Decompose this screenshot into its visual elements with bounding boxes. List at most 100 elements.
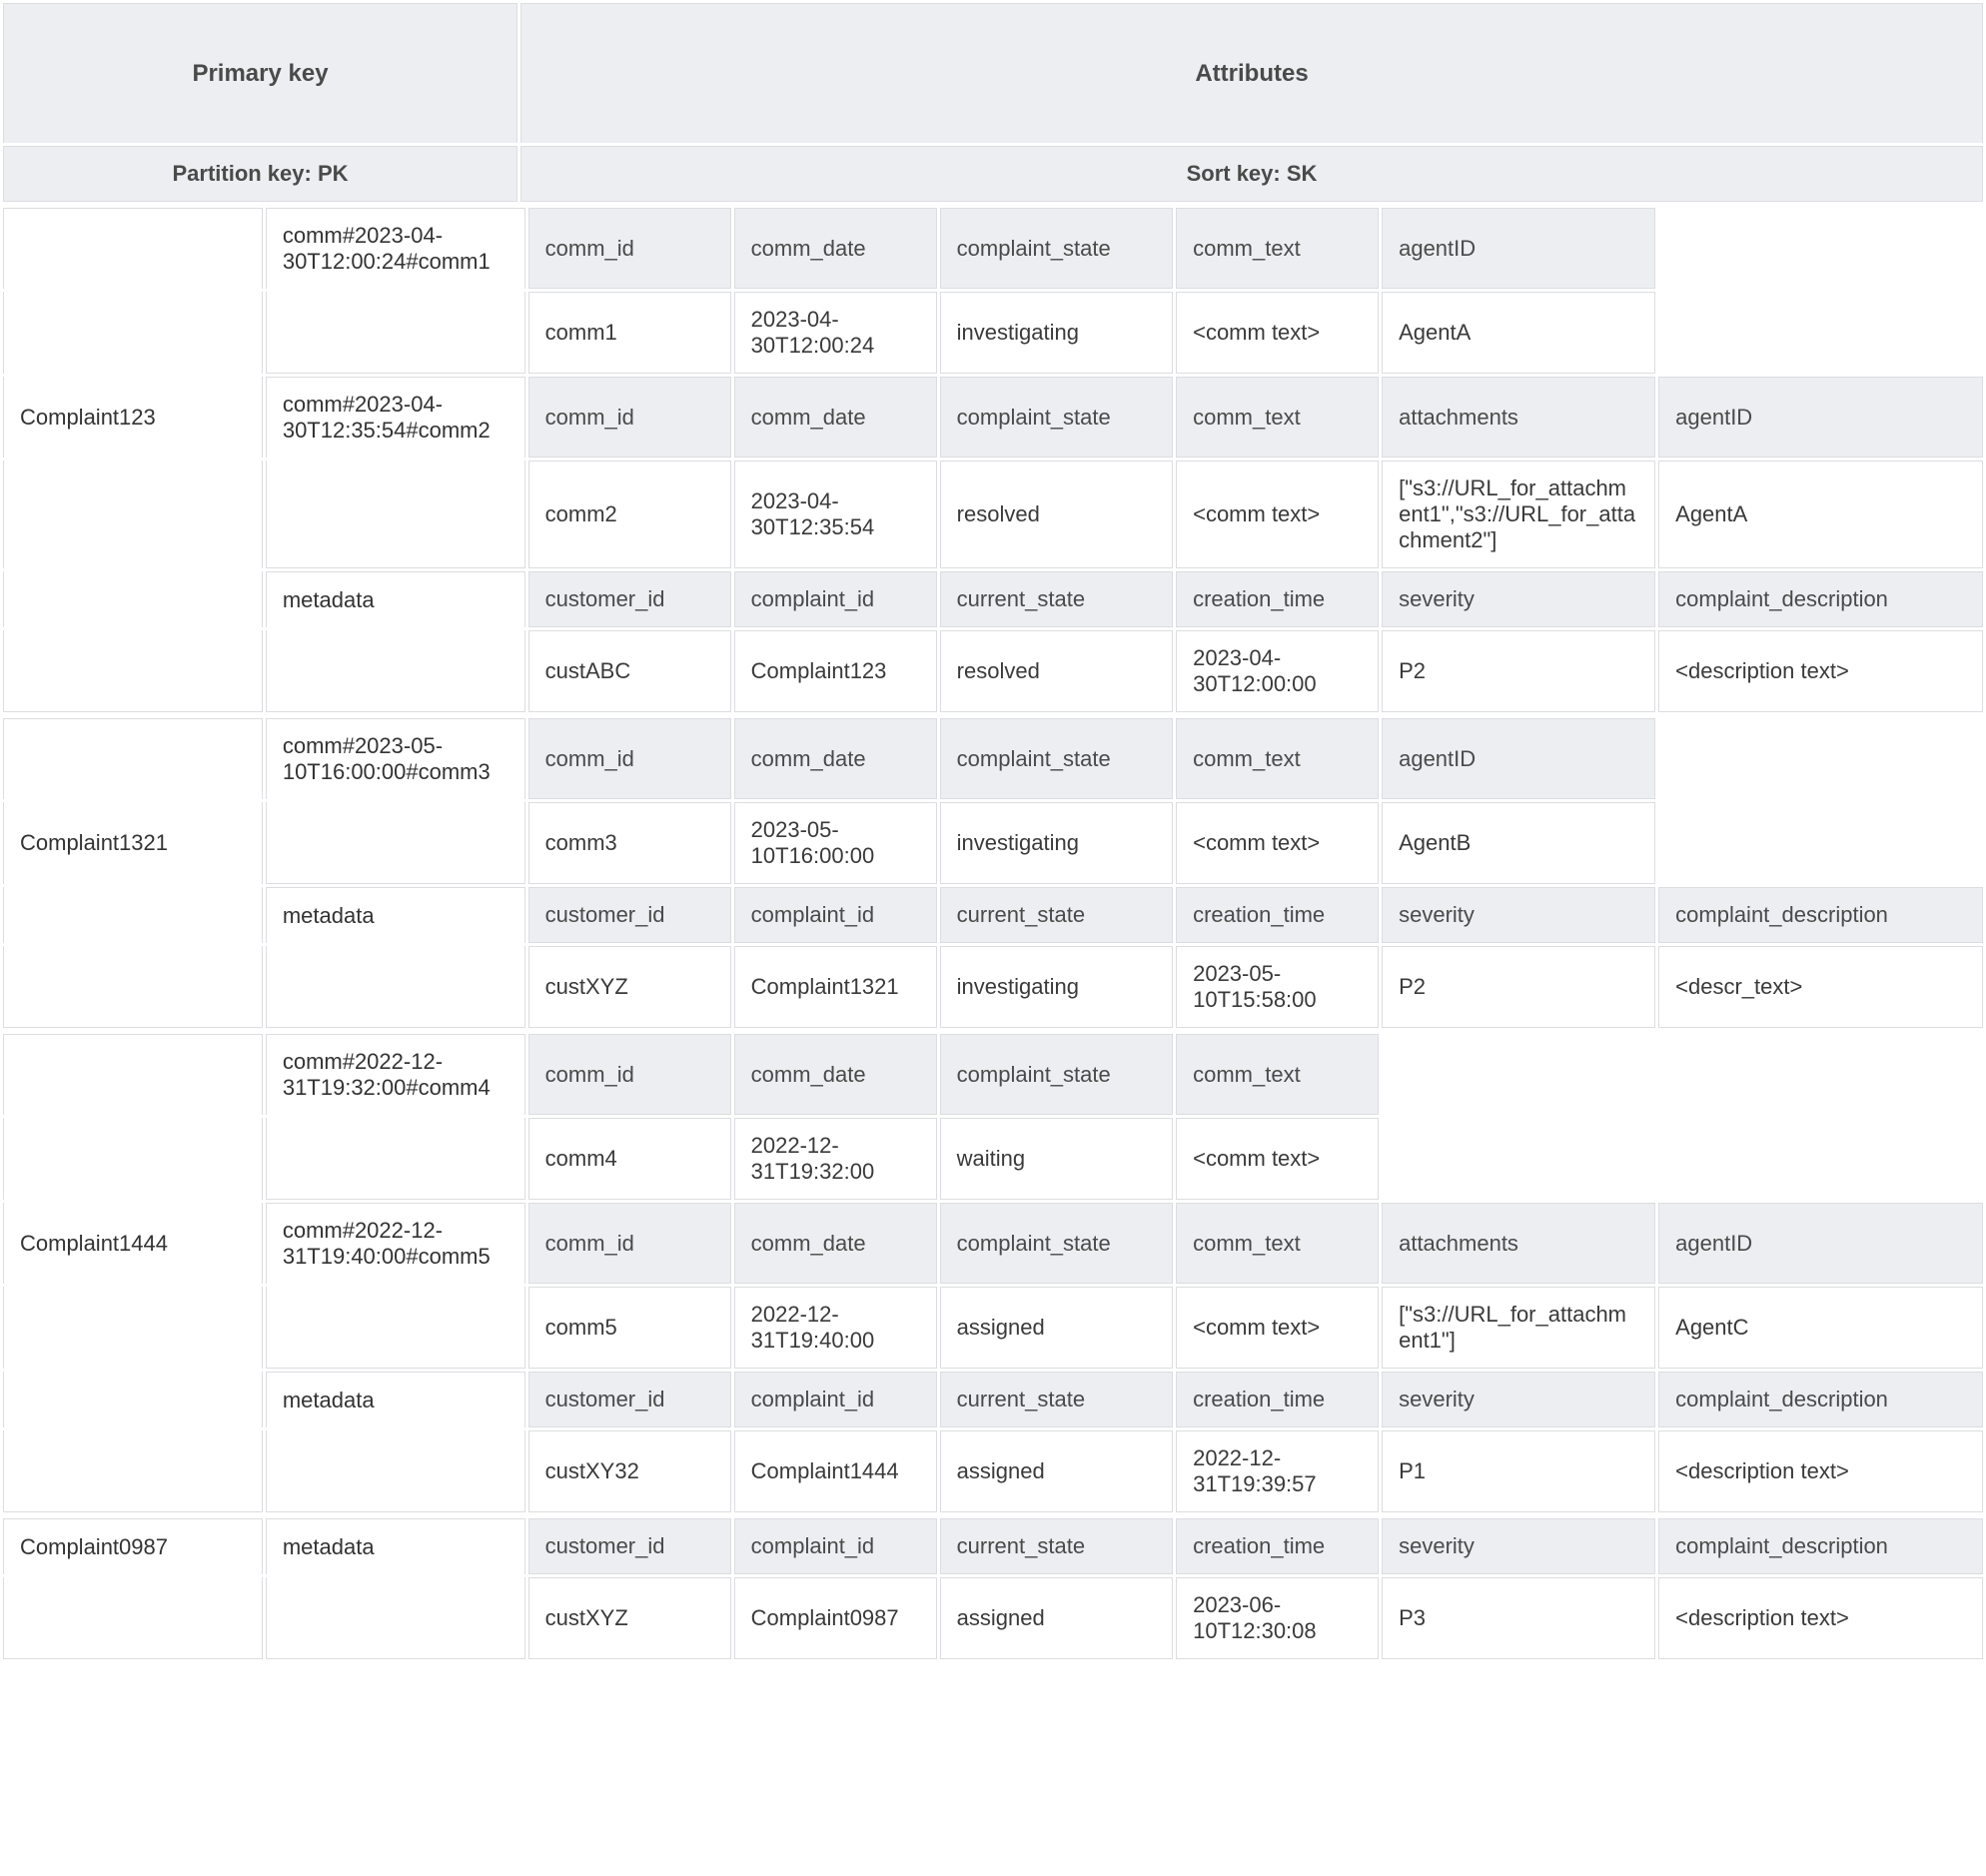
attr-value-comm_date: 2022-12-31T19:40:00: [734, 1287, 937, 1369]
item-header-row: metadatacustomer_idcomplaint_idcurrent_s…: [3, 887, 1983, 943]
attr-value-creation_time: 2023-04-30T12:00:00: [1176, 630, 1379, 712]
attr-header-severity: severity: [1382, 571, 1655, 627]
attr-header-creation_time: creation_time: [1176, 571, 1379, 627]
attr-value-comm_date: 2022-12-31T19:32:00: [734, 1118, 937, 1200]
partition-key-cell: [3, 571, 263, 627]
partition-block: Complaint0987metadatacustomer_idcomplain…: [0, 1515, 1986, 1662]
partition-key-cell-cont: [3, 1118, 263, 1200]
attr-header-comm_text: comm_text: [1176, 718, 1379, 799]
partition-key-cell-cont: [3, 1577, 263, 1659]
partition-key-cell: [3, 208, 263, 289]
item-value-row: comm42022-12-31T19:32:00waiting<comm tex…: [3, 1118, 1983, 1200]
item-header-row: comm#2023-04-30T12:00:24#comm1comm_idcom…: [3, 208, 1983, 289]
sort-key-cell: metadata: [266, 1372, 525, 1427]
attr-header-complaint_description: complaint_description: [1658, 1372, 1983, 1427]
partition-block: comm#2022-12-31T19:32:00#comm4comm_idcom…: [0, 1031, 1986, 1515]
attr-header-creation_time: creation_time: [1176, 1518, 1379, 1574]
header-row-2: Partition key: PK Sort key: SK: [3, 146, 1983, 202]
attr-value-agentID: AgentC: [1658, 1287, 1983, 1369]
item-value-row: custXYZComplaint0987assigned2023-06-10T1…: [3, 1577, 1983, 1659]
partition-key-cell-cont: Complaint1321: [3, 802, 263, 884]
attr-value-complaint_description: <description text>: [1658, 1430, 1983, 1512]
attr-header-creation_time: creation_time: [1176, 887, 1379, 943]
attr-header-complaint_state: complaint_state: [940, 1203, 1173, 1284]
item-value-row: custABCComplaint123resolved2023-04-30T12…: [3, 630, 1983, 712]
partition-key-cell-cont: [3, 946, 263, 1028]
attr-value-severity: P1: [1382, 1430, 1655, 1512]
sort-key-cell-cont: [266, 946, 525, 1028]
partition-block: comm#2023-04-30T12:00:24#comm1comm_idcom…: [0, 205, 1986, 715]
partition-key-cell: [3, 887, 263, 943]
attr-empty: [1382, 1034, 1655, 1115]
item-value-row: custXY32Complaint1444assigned2022-12-31T…: [3, 1430, 1983, 1512]
attr-header-severity: severity: [1382, 887, 1655, 943]
partition-key-cell: Complaint123: [3, 377, 263, 458]
attr-value-creation_time: 2023-05-10T15:58:00: [1176, 946, 1379, 1028]
item-header-row: Complaint0987metadatacustomer_idcomplain…: [3, 1518, 1983, 1574]
sort-key-cell-cont: [266, 630, 525, 712]
attr-value-severity: P2: [1382, 630, 1655, 712]
attr-value-customer_id: custXY32: [528, 1430, 731, 1512]
attr-value-complaint_id: Complaint1444: [734, 1430, 937, 1512]
header-primary-key: Primary key: [3, 3, 517, 143]
attr-value-comm_date: 2023-04-30T12:00:24: [734, 292, 937, 374]
partition-key-cell-cont: [3, 461, 263, 568]
item-header-row: comm#2023-05-10T16:00:00#comm3comm_idcom…: [3, 718, 1983, 799]
attr-value-creation_time: 2023-06-10T12:30:08: [1176, 1577, 1379, 1659]
partition-key-cell-cont: [3, 1287, 263, 1369]
attr-value-customer_id: custXYZ: [528, 946, 731, 1028]
attr-header-severity: severity: [1382, 1518, 1655, 1574]
attr-value-attachments: ["s3://URL_for_attachment1","s3://URL_fo…: [1382, 461, 1655, 568]
attr-value-comm_text: <comm text>: [1176, 461, 1379, 568]
sort-key-cell-cont: [266, 292, 525, 374]
attr-value-complaint_description: <description text>: [1658, 630, 1983, 712]
sort-key-cell-cont: [266, 1287, 525, 1369]
sort-key-cell-cont: [266, 802, 525, 884]
attr-header-creation_time: creation_time: [1176, 1372, 1379, 1427]
attr-header-attachments: attachments: [1382, 377, 1655, 458]
sort-key-cell: comm#2022-12-31T19:32:00#comm4: [266, 1034, 525, 1115]
attr-header-comm_id: comm_id: [528, 1034, 731, 1115]
partition-key-cell-cont: [3, 292, 263, 374]
attr-empty: [1658, 1118, 1983, 1200]
attr-value-complaint_state: investigating: [940, 802, 1173, 884]
attr-value-complaint_description: <descr_text>: [1658, 946, 1983, 1028]
attr-value-customer_id: custXYZ: [528, 1577, 731, 1659]
attr-value-comm_date: 2023-04-30T12:35:54: [734, 461, 937, 568]
sort-key-cell: metadata: [266, 1518, 525, 1574]
attr-header-comm_id: comm_id: [528, 377, 731, 458]
attr-value-comm_id: comm3: [528, 802, 731, 884]
attr-header-agentID: agentID: [1658, 377, 1983, 458]
attr-value-customer_id: custABC: [528, 630, 731, 712]
attr-header-current_state: current_state: [940, 1518, 1173, 1574]
attr-value-comm_text: <comm text>: [1176, 802, 1379, 884]
attr-empty: [1658, 208, 1983, 289]
item-header-row: metadatacustomer_idcomplaint_idcurrent_s…: [3, 571, 1983, 627]
attr-header-complaint_id: complaint_id: [734, 571, 937, 627]
partition-key-cell: Complaint0987: [3, 1518, 263, 1574]
attr-header-comm_text: comm_text: [1176, 208, 1379, 289]
sort-key-cell-cont: [266, 1430, 525, 1512]
sort-key-cell-cont: [266, 1577, 525, 1659]
attr-header-comm_id: comm_id: [528, 208, 731, 289]
attr-value-current_state: assigned: [940, 1577, 1173, 1659]
attr-header-complaint_state: complaint_state: [940, 1034, 1173, 1115]
attr-value-comm_id: comm1: [528, 292, 731, 374]
attr-header-customer_id: customer_id: [528, 1518, 731, 1574]
attr-header-severity: severity: [1382, 1372, 1655, 1427]
item-header-row: comm#2022-12-31T19:32:00#comm4comm_id com…: [3, 1034, 1983, 1115]
partition-key-cell-cont: [3, 630, 263, 712]
attr-value-comm_text: <comm text>: [1176, 292, 1379, 374]
attr-empty: [1382, 1118, 1655, 1200]
item-value-row: custXYZComplaint1321investigating2023-05…: [3, 946, 1983, 1028]
attr-header-complaint_state: complaint_state: [940, 377, 1173, 458]
partition-key-cell: [3, 1034, 263, 1115]
attr-header-comm_id: comm_id: [528, 1203, 731, 1284]
attr-value-current_state: resolved: [940, 630, 1173, 712]
attr-value-current_state: investigating: [940, 946, 1173, 1028]
attr-header-complaint_description: complaint_description: [1658, 571, 1983, 627]
attr-value-complaint_state: investigating: [940, 292, 1173, 374]
partition-key-cell: Complaint1444: [3, 1203, 263, 1284]
attr-value-complaint_id: Complaint0987: [734, 1577, 937, 1659]
attr-header-current_state: current_state: [940, 1372, 1173, 1427]
